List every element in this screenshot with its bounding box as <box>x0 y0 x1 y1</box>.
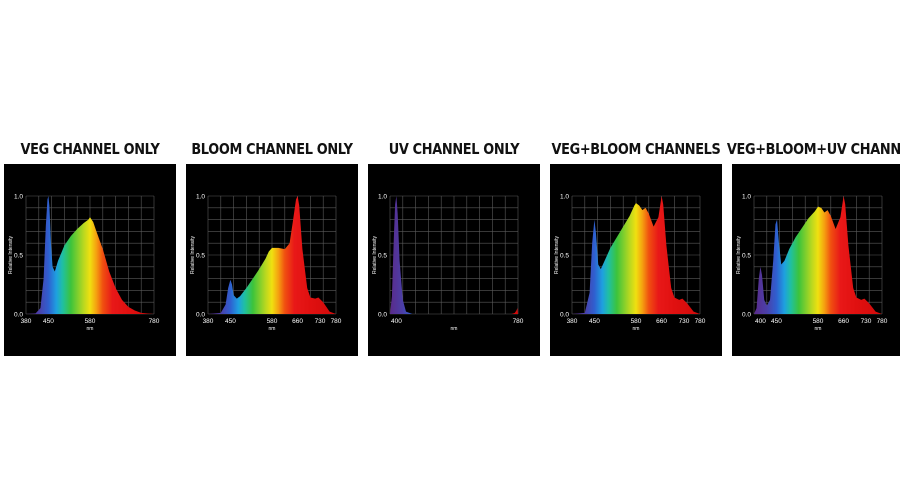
x-tick-label: 660 <box>838 318 849 325</box>
y-tick-label: 0.5 <box>14 253 23 260</box>
y-tick-label: 0.0 <box>742 312 751 319</box>
x-tick-label: 380 <box>203 318 214 325</box>
x-tick-label: 380 <box>567 318 578 325</box>
x-tick-label: 780 <box>513 318 524 325</box>
chart-svg: 0.0 0.5 1.0 380 450 580 660 730 780 nm Relative In… <box>190 194 342 333</box>
spectrum-chart: 0.0 0.5 1.0 400 780 nm Relative Intensity <box>368 164 540 356</box>
panel-title: BLOOM CHANNEL ONLY <box>191 140 353 158</box>
x-tick-label: 780 <box>877 318 888 325</box>
y-tick-label: 1.0 <box>196 194 205 201</box>
x-tick-label: 450 <box>43 318 54 325</box>
spectrum-area <box>26 196 154 314</box>
x-axis-label: nm <box>633 326 640 332</box>
y-axis-label: Relative Intensity <box>190 235 196 274</box>
x-tick-label: 780 <box>331 318 342 325</box>
x-tick-label: 580 <box>631 318 642 325</box>
y-axis-label: Relative Intensity <box>554 235 560 274</box>
y-axis-label: Relative Intensity <box>8 235 14 274</box>
x-tick-label: 450 <box>225 318 236 325</box>
x-axis-label: nm <box>451 326 458 332</box>
y-tick-label: 0.0 <box>560 312 569 319</box>
x-tick-label: 660 <box>292 318 303 325</box>
panel-title: VEG+BLOOM CHANNELS <box>551 140 721 158</box>
x-tick-label: 780 <box>149 318 160 325</box>
y-axis-label: Relative Intensity <box>372 235 378 274</box>
x-axis-label: nm <box>269 326 276 332</box>
spectrum-chart: 0.0 0.5 1.0 380 450 580 660 730 780 nm Relative In… <box>550 164 722 356</box>
y-tick-label: 0.5 <box>742 253 751 260</box>
y-tick-label: 0.5 <box>560 253 569 260</box>
x-tick-label: 380 <box>21 318 32 325</box>
y-tick-label: 1.0 <box>14 194 23 201</box>
y-tick-label: 0.0 <box>378 312 387 319</box>
spectrum-area <box>390 196 518 314</box>
spectrum-area <box>208 196 336 314</box>
x-tick-label: 730 <box>679 318 690 325</box>
spectrum-chart: 0.0 0.5 1.0 380 450 580 660 730 780 nm Relative In… <box>186 164 358 356</box>
x-tick-label: 730 <box>861 318 872 325</box>
x-tick-label: 580 <box>267 318 278 325</box>
x-tick-label: 580 <box>813 318 824 325</box>
y-tick-label: 0.0 <box>14 312 23 319</box>
x-tick-label: 400 <box>391 318 402 325</box>
chart-svg: 0.0 0.5 1.0 400 780 nm Relative Intensity <box>372 194 524 333</box>
spectrum-area <box>572 196 700 314</box>
x-axis-label: nm <box>87 326 94 332</box>
y-tick-label: 1.0 <box>560 194 569 201</box>
panel-title: VEG CHANNEL ONLY <box>20 140 160 158</box>
y-tick-label: 0.0 <box>196 312 205 319</box>
spectrum-chart: 0.0 0.5 1.0 380 450 580 780 nm Relative Intensit… <box>4 164 176 356</box>
y-tick-label: 0.5 <box>378 253 387 260</box>
y-axis-label: Relative Intensity <box>736 235 742 274</box>
x-tick-label: 660 <box>656 318 667 325</box>
y-tick-label: 1.0 <box>378 194 387 201</box>
x-tick-label: 730 <box>315 318 326 325</box>
x-tick-label: 400 <box>755 318 766 325</box>
y-tick-label: 0.5 <box>196 253 205 260</box>
spectrum-chart: 0.0 0.5 1.0 400 450 580 660 730 780 nm Relative In… <box>732 164 900 356</box>
panel-title: UV CHANNEL ONLY <box>388 140 520 158</box>
grid <box>389 195 519 315</box>
x-tick-label: 580 <box>85 318 96 325</box>
chart-svg: 0.0 0.5 1.0 400 450 580 660 730 780 nm Relative In… <box>736 194 888 333</box>
spectrum-area <box>754 196 882 314</box>
x-tick-label: 450 <box>589 318 600 325</box>
x-tick-label: 450 <box>771 318 782 325</box>
chart-svg: 0.0 0.5 1.0 380 450 580 660 730 780 nm Relative In… <box>554 194 706 333</box>
x-tick-label: 780 <box>695 318 706 325</box>
x-axis-label: nm <box>815 326 822 332</box>
panel-title: VEG+BLOOM+UV CHANNELS <box>726 140 900 158</box>
chart-svg: 0.0 0.5 1.0 380 450 580 780 nm Relative Intensit… <box>8 194 160 333</box>
y-tick-label: 1.0 <box>742 194 751 201</box>
